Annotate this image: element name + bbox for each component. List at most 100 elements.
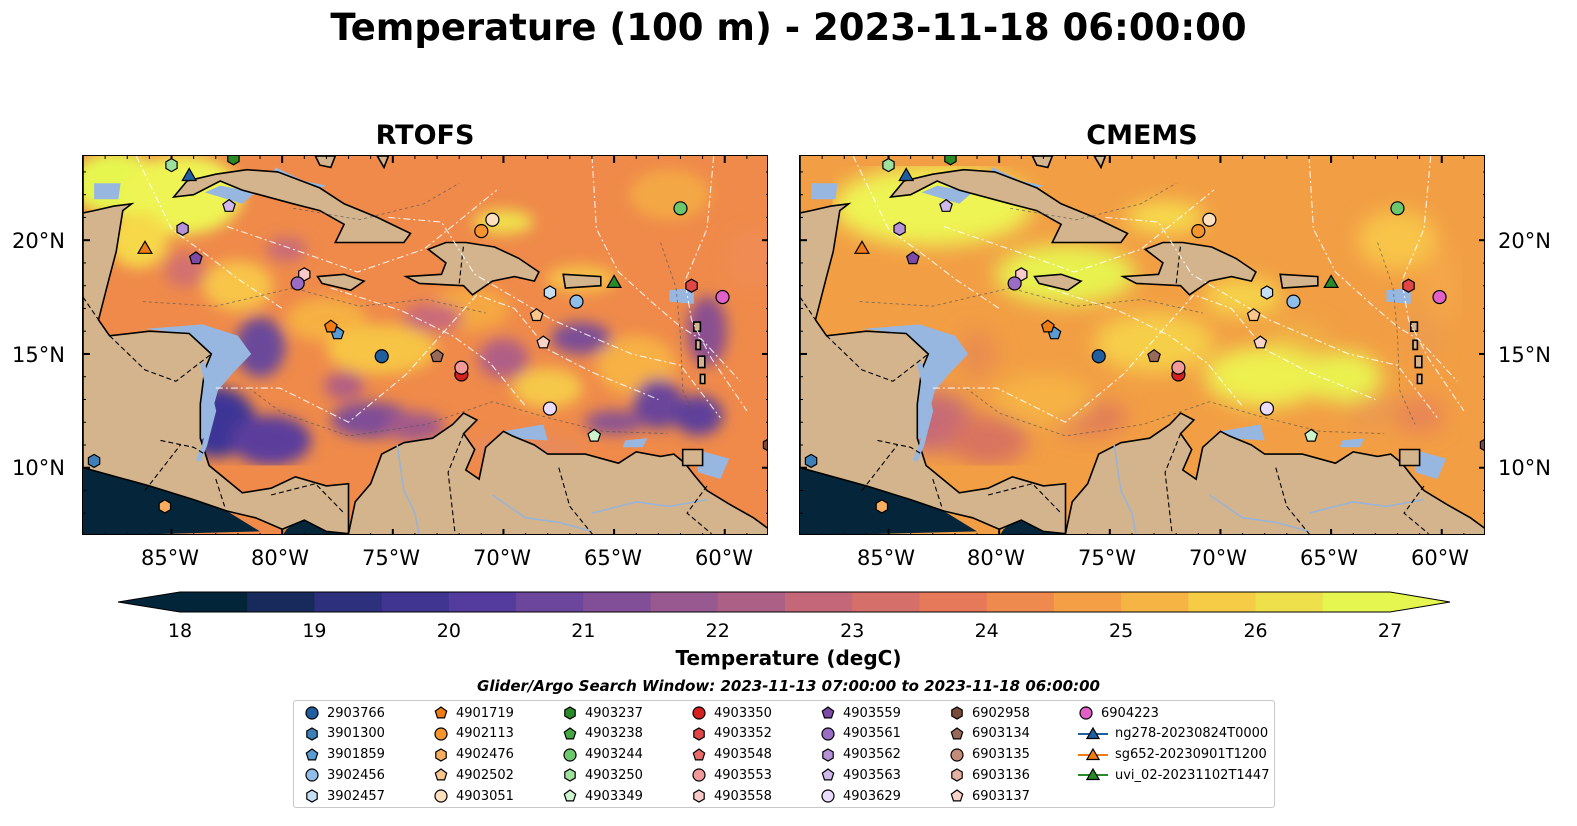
colorbar [117,591,1451,613]
legend-item-sg652-20230901T1200: sg652-20230901T1200 [1078,745,1267,765]
lon-label-70w-right: 70°W [1189,546,1247,570]
lon-label-75w-left: 75°W [362,546,420,570]
observation-marker-4903562 [176,221,189,236]
legend-item-uvi_02-20231102T1447: uvi_02-20231102T1447 [1078,765,1269,785]
observation-marker-3901300 [87,453,101,469]
legend-item-label: 4903250 [585,767,643,783]
legend-item-6903135: 6903135 [949,745,1030,765]
observation-marker-4903051 [1202,212,1217,227]
legend-item-4902502: 4902502 [433,765,514,785]
legend-marker-icon [821,727,835,741]
legend-item-ng278-20230824T0000: ng278-20230824T0000 [1078,724,1268,744]
lon-label-60w-left: 60°W [695,546,753,570]
colorbar-tick-label: 22 [705,620,730,642]
legend-item-label: 3901300 [327,726,385,742]
legend-marker-icon [563,747,577,762]
observation-marker-sg652-20230901T1200 [136,240,153,254]
legend-marker-icon [692,768,706,782]
legend-marker-icon [306,789,318,803]
legend-item-label: 4903629 [843,788,901,804]
legend-item-label: 4903561 [843,726,901,742]
observation-marker-4902476 [158,499,172,514]
colorbar-tick-label: 19 [302,620,327,642]
lat-label-20n-left: 20°N [12,229,65,253]
observation-marker-4903563 [939,198,953,212]
observation-marker-4902476 [875,499,889,514]
legend-marker-icon [434,727,448,741]
legend-item-4902113: 4902113 [433,724,514,744]
legend-item-4903352: 4903352 [691,724,772,744]
legend-item-4903244: 4903244 [562,745,643,765]
legend-item-label: uvi_02-20231102T1447 [1115,767,1270,783]
lon-label-65w-left: 65°W [584,546,642,570]
legend-item-label: 4903558 [714,788,772,804]
legend-item-label: 4903352 [714,726,772,742]
observation-marker-6903134 [430,348,444,363]
legend-item-6904223: 6904223 [1078,703,1159,723]
legend-item-4903237: 4903237 [562,703,643,723]
legend-item-label: 4903553 [714,767,772,783]
legend-item-label: 4903051 [456,788,514,804]
colorbar-label: Temperature (degC) [675,646,902,670]
observation-marker-2903766 [1091,349,1106,364]
legend-marker-icon [950,747,964,762]
legend-item-3901300: 3901300 [304,724,385,744]
legend-item-label: 3901859 [327,747,385,763]
legend-item-label: 4903559 [843,705,901,721]
observation-marker-3902456 [1286,294,1301,309]
observation-marker-uvi_02-20231102T1447 [606,274,623,288]
lon-label-85w-right: 85°W [857,546,915,570]
legend-item-label: 4903563 [843,767,901,783]
legend-item-4903349: 4903349 [562,786,643,806]
legend-marker-icon [821,706,835,719]
observation-marker-4902502 [529,308,544,322]
observation-marker-4903349 [587,428,602,442]
legend-marker-icon [563,789,577,802]
legend-item-4903563: 4903563 [820,765,901,785]
observation-marker-4903561 [1007,276,1022,291]
observation-marker-4903559 [188,251,203,265]
colorbar-tick-label: 27 [1377,620,1403,642]
legend-marker-icon [564,706,576,720]
legend-item-4903629: 4903629 [820,786,901,806]
legend-marker-icon [1079,706,1093,720]
legend-item-3902456: 3902456 [304,765,385,785]
panel-title-cmems: CMEMS [1086,120,1198,151]
legend-item-4903350: 4903350 [691,703,772,723]
legend-item-label: 4903238 [585,726,643,742]
legend-item-4903553: 4903553 [691,765,772,785]
legend-item-label: 3902456 [327,767,385,783]
observation-marker-6903134 [1147,348,1161,363]
legend-item-label: ng278-20230824T0000 [1115,726,1269,742]
legend-marker-icon [434,789,448,803]
legend-marker-icon [693,789,705,803]
observation-marker-4901719 [323,319,338,333]
legend-item-4903238: 4903238 [562,724,643,744]
colorbar-tick-label: 26 [1243,620,1268,642]
legend-item-6903134: 6903134 [949,724,1030,744]
observation-marker-4903563 [222,198,236,212]
observation-marker-3901300 [804,453,818,469]
legend-item-label: 4903244 [585,747,643,763]
legend-item-label: 6903134 [972,726,1030,742]
legend-marker-icon [951,768,963,783]
rtofs-map [82,155,768,535]
legend-item-label: 6902958 [972,705,1030,721]
observation-marker-4903562 [893,221,906,236]
observation-marker-4901719 [1040,319,1055,333]
legend-item-label: 4902113 [456,726,514,742]
legend-item-label: 4903548 [714,747,772,763]
observation-marker-6903137 [1253,335,1268,349]
lat-label-10n-right: 10°N [1498,456,1551,480]
legend-marker-icon [1078,726,1108,739]
legend-item-4903051: 4903051 [433,786,514,806]
lat-label-10n-left: 10°N [12,456,65,480]
legend-marker-icon [564,768,576,783]
lat-label-15n-left: 15°N [12,343,65,367]
observation-marker-sg652-20230901T1200 [853,240,870,254]
legend-item-4903548: 4903548 [691,745,772,765]
legend-marker-icon [435,747,447,762]
colorbar-tick-label: 24 [974,620,999,642]
legend-item-label: 4902476 [456,747,514,763]
observation-marker-4903629 [1259,401,1275,416]
